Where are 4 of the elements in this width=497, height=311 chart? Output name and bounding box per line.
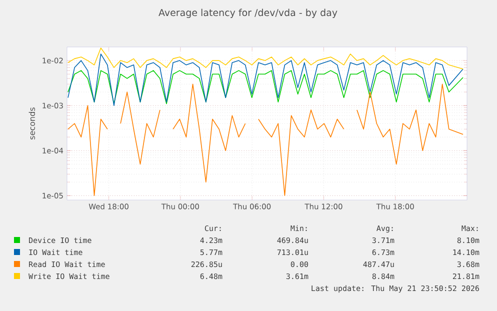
line-series [68, 48, 464, 70]
line-series [68, 54, 464, 106]
y-axis-title: seconds [28, 108, 36, 140]
chart-title: Average latency for /dev/vda - by day [158, 8, 338, 18]
